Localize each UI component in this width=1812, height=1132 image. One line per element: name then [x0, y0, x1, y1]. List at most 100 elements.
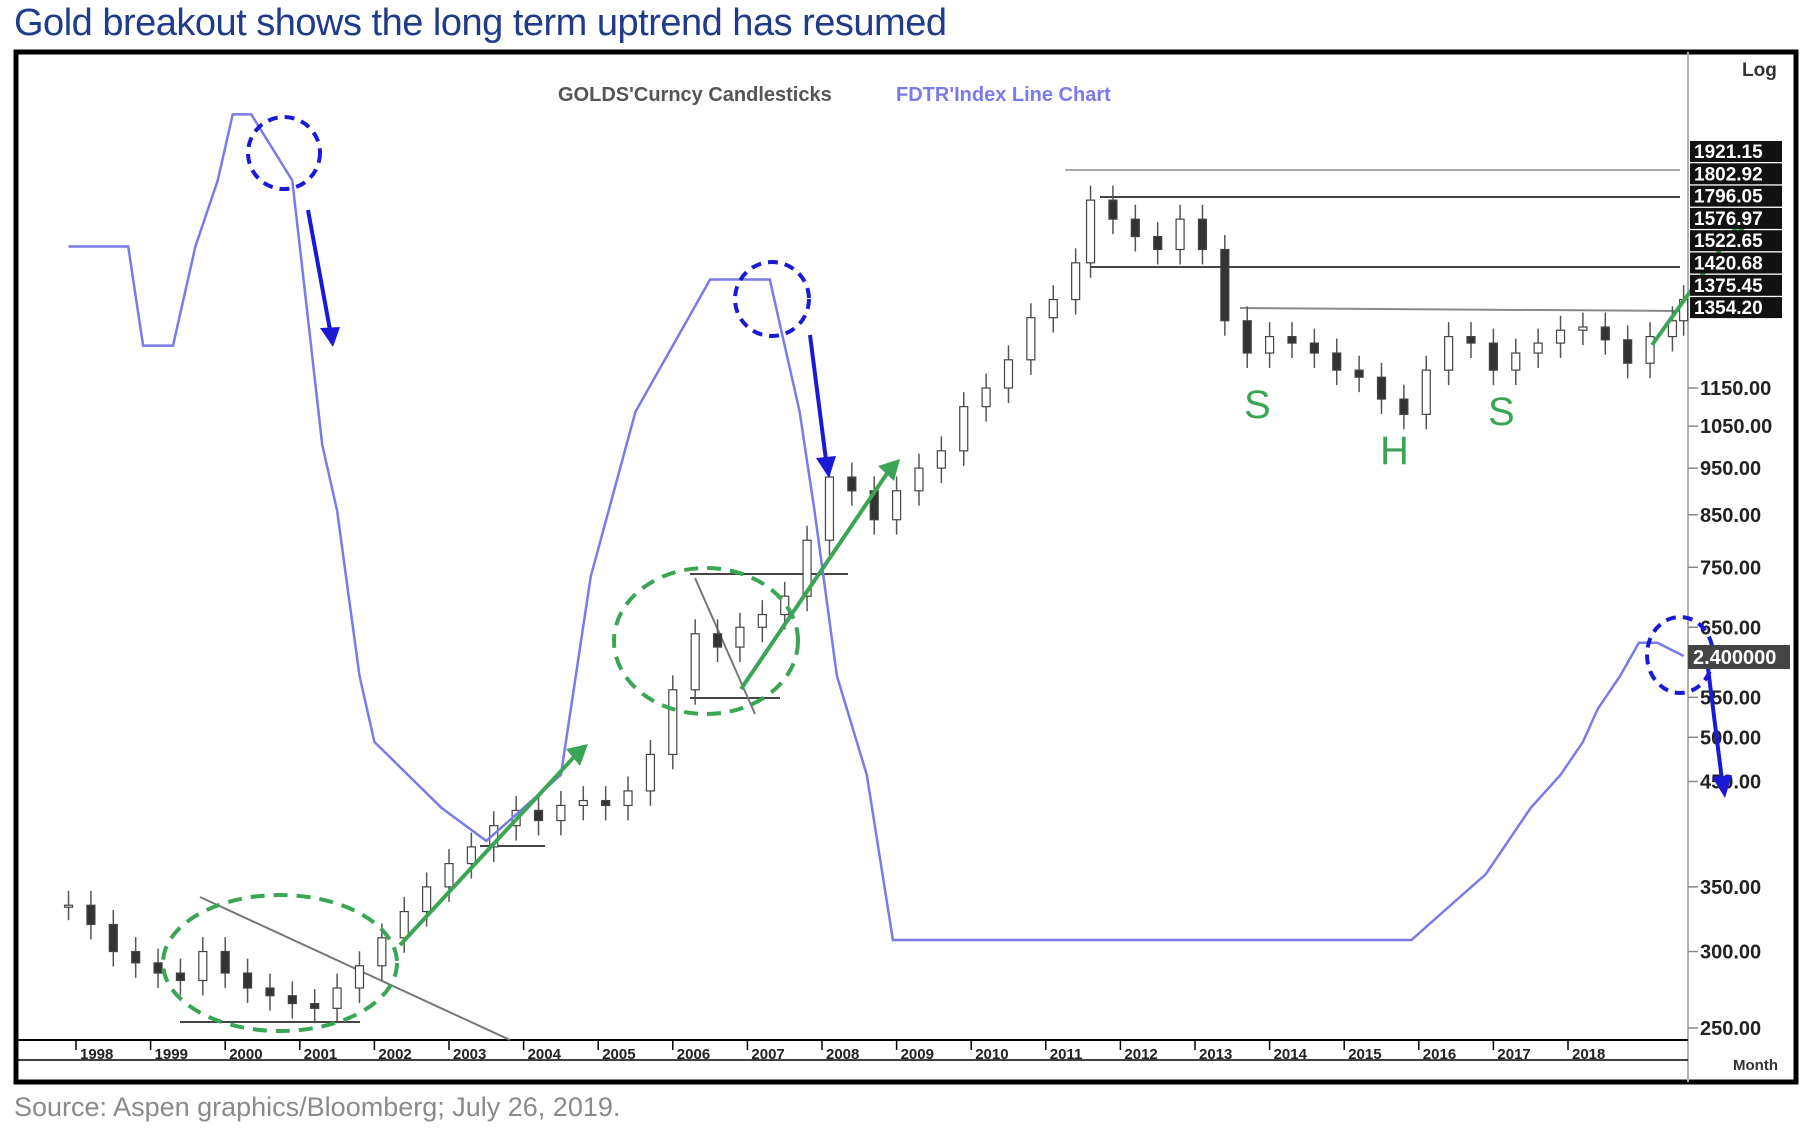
- candle-body: [287, 995, 297, 1005]
- y-tick-label: 500.00: [1700, 727, 1761, 749]
- candle-body: [1645, 335, 1655, 364]
- price-box-label: 1576.97: [1694, 209, 1763, 230]
- candle-body: [690, 633, 700, 691]
- x-tick-label: 1998: [80, 1046, 113, 1063]
- candle-body: [377, 937, 387, 967]
- blue-circle-2007: [733, 260, 811, 338]
- candle-body: [1578, 326, 1588, 331]
- candle-body: [108, 923, 118, 953]
- candle-body: [1376, 376, 1387, 400]
- candle-body: [578, 799, 588, 807]
- price-box: [1690, 297, 1782, 319]
- candle-body: [936, 450, 946, 469]
- candle-body: [220, 950, 230, 974]
- x-tick-label: 2004: [528, 1046, 562, 1063]
- candle-body: [780, 595, 790, 616]
- x-tick-label: 2014: [1274, 1046, 1308, 1063]
- candle-body: [1003, 359, 1014, 389]
- candle-body: [444, 862, 454, 888]
- green-arrow-2007: [739, 470, 890, 691]
- y-tick-label: 950.00: [1700, 458, 1761, 480]
- y-axis-ticks: 1150.00 1050.00 950.00 850.00 750.00 650.00 55…: [1688, 378, 1772, 1040]
- candle-body: [1444, 335, 1454, 371]
- candle-body: [1623, 339, 1633, 364]
- candle-body: [1242, 320, 1252, 354]
- candle-body: [668, 689, 678, 756]
- price-box: [1690, 141, 1782, 162]
- price-box: [1690, 163, 1782, 185]
- price-box-label: 1802.92: [1694, 164, 1763, 185]
- candle-body: [847, 476, 857, 492]
- log-scale-label: Log: [1742, 60, 1777, 81]
- price-box-label: 1921.15: [1694, 142, 1763, 163]
- candle-body: [891, 490, 902, 521]
- blue-arrowhead-2000: [320, 327, 340, 347]
- candle-body: [1309, 342, 1319, 354]
- candle-body: [153, 962, 163, 974]
- price-box-label: 1375.45: [1694, 276, 1763, 297]
- blue-arrow-2007: [808, 334, 828, 461]
- candle-body: [1108, 199, 1118, 220]
- x-tick-label: 2015: [1348, 1046, 1381, 1063]
- candle-body: [354, 965, 365, 989]
- candle-body: [735, 626, 745, 648]
- y-tick-label: 1050.00: [1700, 416, 1772, 438]
- x-axis-ticks: 1998 1999 2000 2001 2002 2003 2004 2005 2006 2007…: [75, 1040, 1605, 1063]
- price-box: [1690, 207, 1782, 229]
- green-ellipse-2000: [161, 893, 399, 1033]
- y-tick-label: 550.00: [1700, 687, 1761, 709]
- right-shoulder-label: S: [1488, 390, 1515, 434]
- x-tick-label: 2005: [602, 1046, 635, 1063]
- candle-body: [1511, 352, 1521, 371]
- candle-body: [1085, 199, 1096, 264]
- page-title: Gold breakout shows the long term uptren…: [14, 2, 947, 44]
- green-ellipse-2006: [612, 566, 800, 716]
- candle-body: [265, 987, 275, 997]
- price-box-label: 1354.20: [1694, 298, 1763, 319]
- price-box: [1690, 230, 1782, 252]
- candle-body: [1264, 335, 1275, 354]
- blue-arrowhead-2019: [1712, 775, 1732, 798]
- price-box-label: 1420.68: [1694, 254, 1763, 275]
- legend-gold: GOLDS'Curncy Candlesticks: [558, 84, 832, 106]
- x-tick-label: 1999: [155, 1046, 188, 1063]
- fdtr-current-value: 2.400000: [1693, 647, 1776, 669]
- candle-body: [242, 972, 253, 989]
- candle-body: [1130, 218, 1140, 238]
- blue-arrow-2000: [306, 209, 332, 331]
- candle-body: [422, 886, 432, 913]
- green-arrowhead-2007: [878, 459, 900, 481]
- y-tick-label: 650.00: [1700, 617, 1761, 639]
- price-box: [1690, 274, 1782, 296]
- candle-body: [981, 387, 991, 408]
- candle-body: [623, 790, 633, 807]
- candle-body: [1197, 218, 1208, 251]
- x-tick-label: 2012: [1124, 1046, 1157, 1063]
- candle-body: [175, 972, 186, 982]
- candle-body: [1488, 342, 1499, 371]
- x-tick-label: 2001: [304, 1046, 337, 1063]
- neckline: [1239, 307, 1681, 312]
- candle-body: [1175, 218, 1185, 251]
- candle-body: [533, 809, 544, 822]
- candle-body: [1071, 262, 1081, 301]
- price-box-label: 1796.05: [1694, 187, 1763, 208]
- candle-body: [1153, 235, 1163, 251]
- head-label: H: [1380, 429, 1409, 473]
- price-boxes: 1921.151802.921796.051576.971522.651420.…: [1690, 141, 1782, 319]
- green-arrowhead-2002: [566, 744, 588, 766]
- candle-body: [1600, 326, 1610, 341]
- candle-body: [1466, 335, 1476, 344]
- x-tick-label: 2010: [975, 1046, 1008, 1063]
- candle-body: [310, 1002, 320, 1009]
- candle-body: [198, 950, 208, 982]
- candle-body: [63, 904, 74, 908]
- x-tick-label: 2009: [901, 1046, 934, 1063]
- fdtr-line: [68, 113, 1685, 942]
- candle-body: [1026, 317, 1036, 361]
- candle-body: [1354, 369, 1364, 378]
- x-tick-label: 2018: [1572, 1046, 1605, 1063]
- x-tick-label: 2006: [677, 1046, 710, 1063]
- downtrend-2006: [694, 577, 756, 715]
- candle-body: [645, 753, 656, 792]
